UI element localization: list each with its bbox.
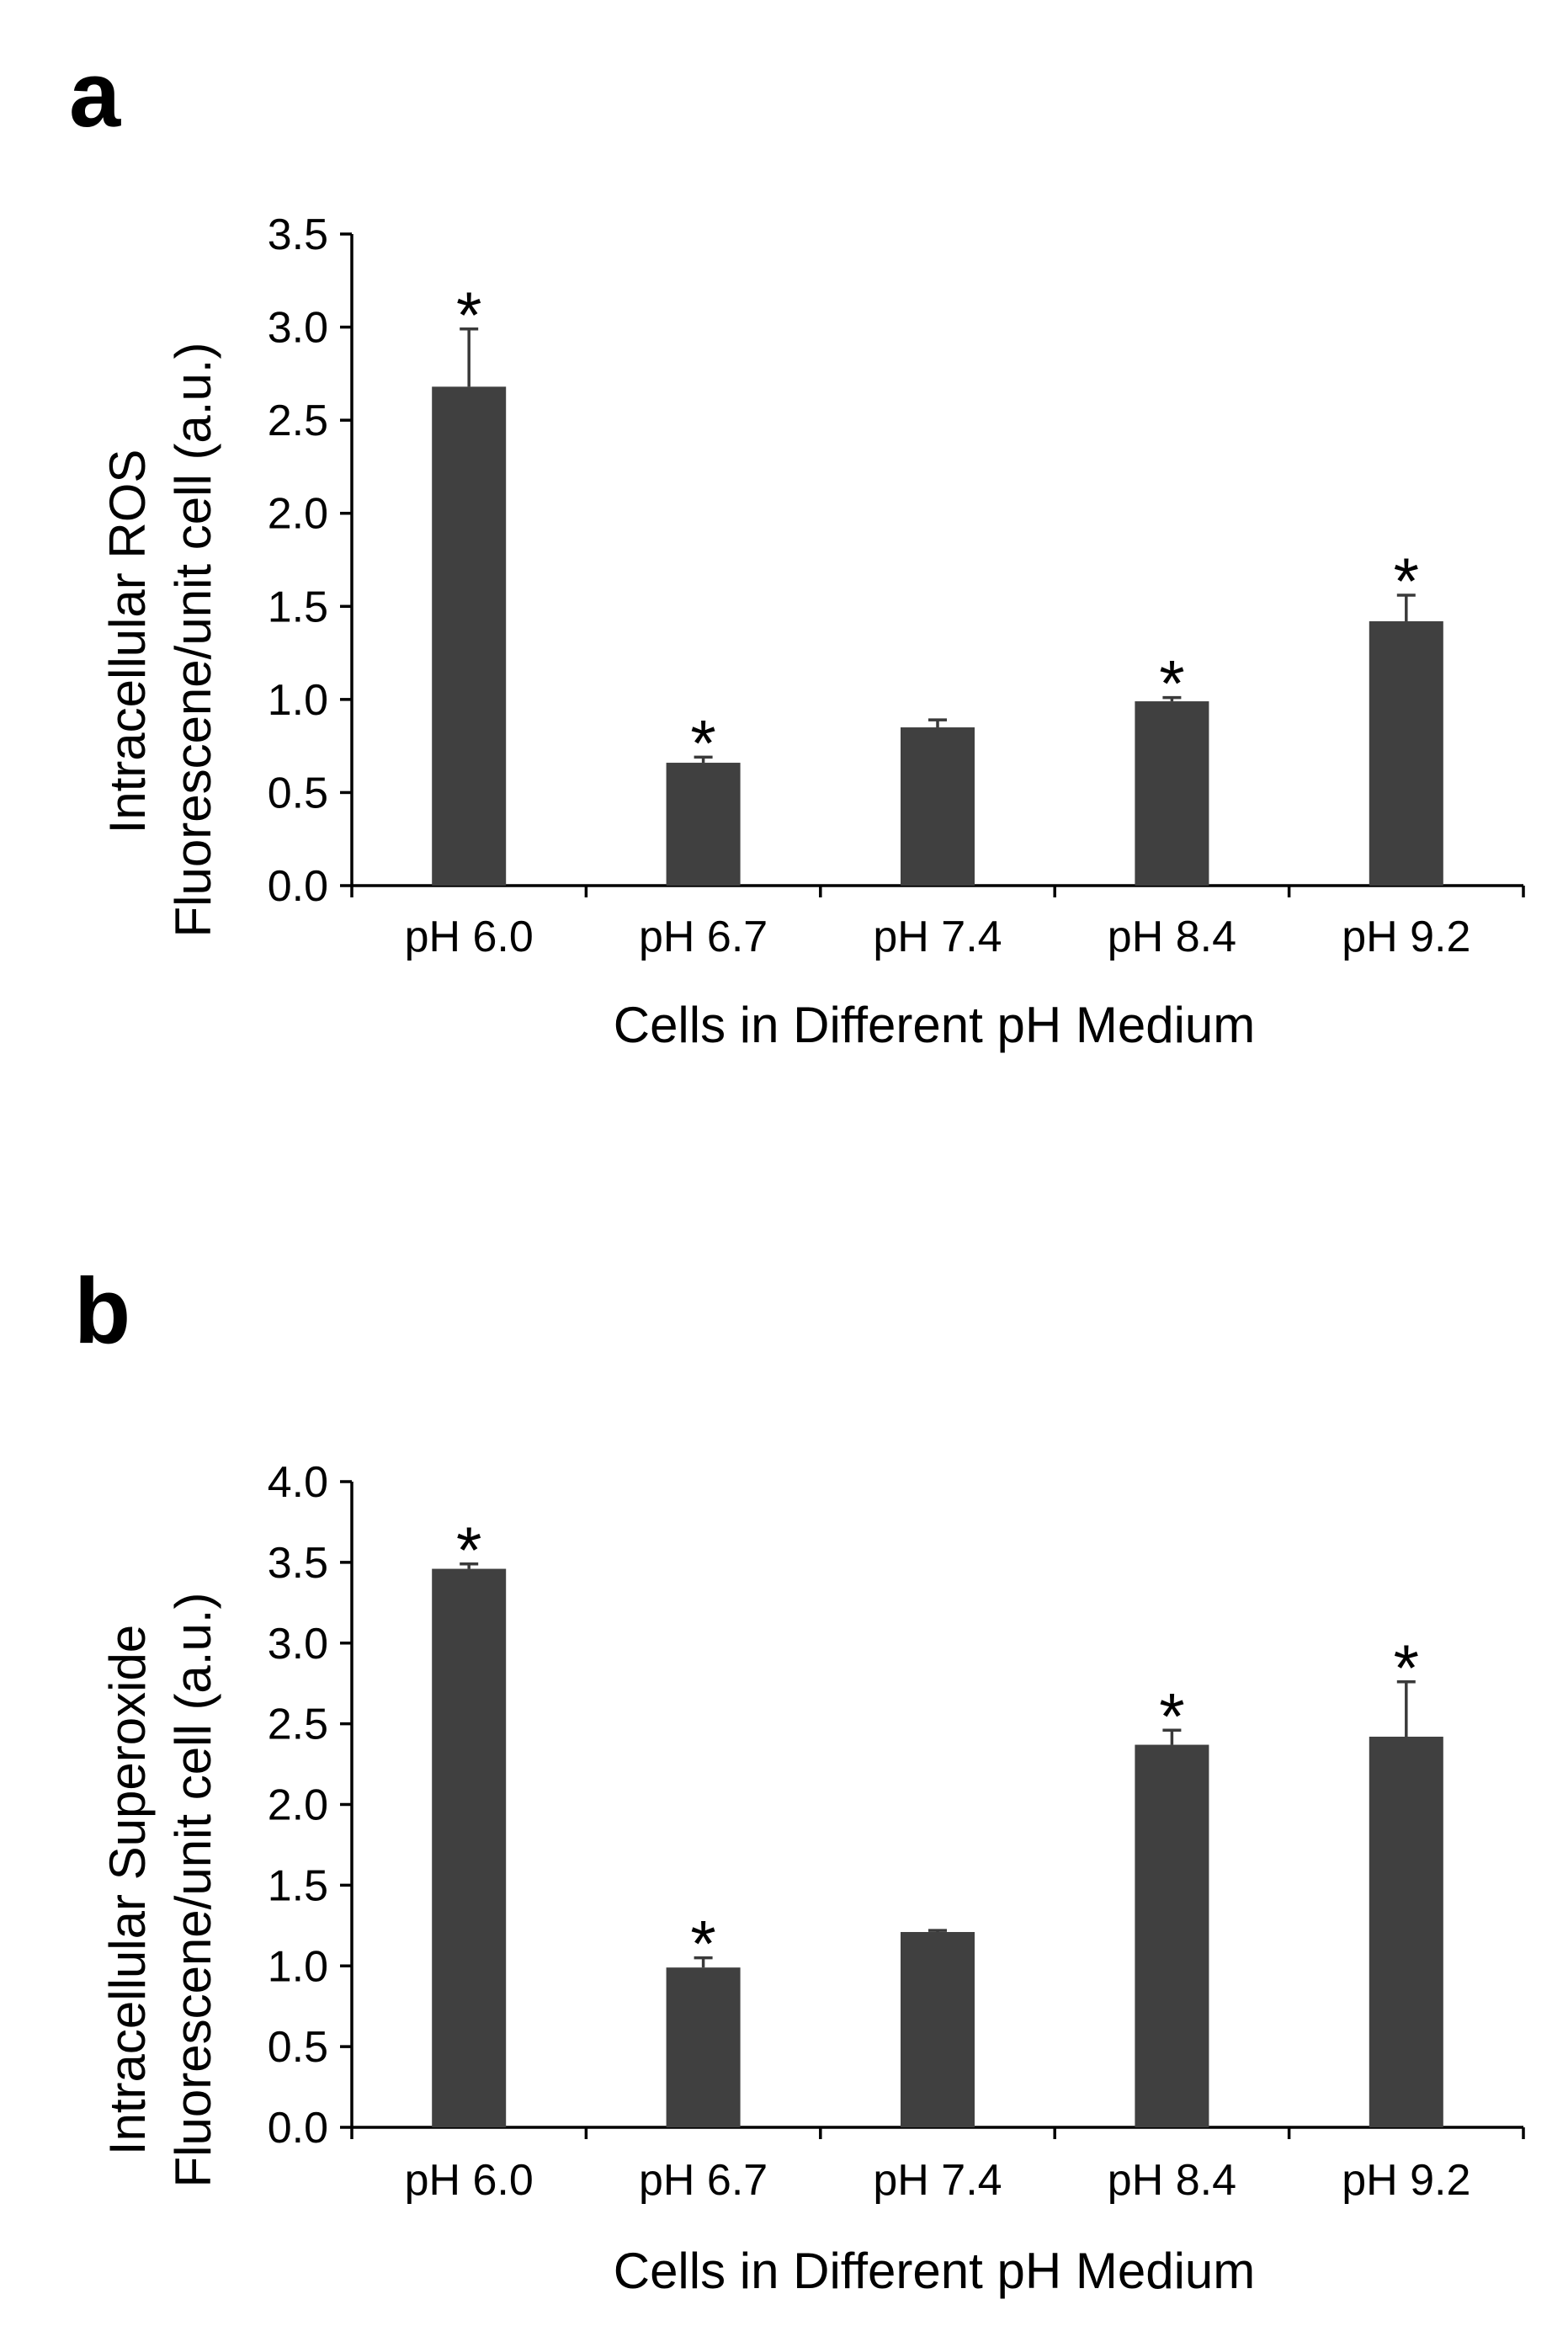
panel-a-x-tick-label: pH 7.4 — [873, 913, 1002, 961]
panel-a-y-tick-label: 0.0 — [268, 862, 328, 911]
panel-b-x-tick-label: pH 8.4 — [1108, 2156, 1236, 2205]
panel-a-bar — [1369, 620, 1443, 886]
panel-a-chart: a 0.0 0.5 1.0 1.5 2.0 2.5 3.0 3.5 * pH 6.0 * pH 6.7… — [69, 43, 1525, 1053]
panel-a-significance-marker: * — [456, 278, 481, 352]
panel-b-label: b — [74, 1259, 130, 1363]
panel-b-y-tick-label: 0.5 — [268, 2023, 328, 2072]
panel-a-y-tick-label: 1.0 — [268, 676, 328, 725]
panel-a-significance-marker: * — [690, 705, 715, 780]
panel-a-y-tick-label: 0.5 — [268, 769, 328, 817]
panel-a-x-tick-label: pH 6.7 — [639, 913, 768, 961]
panel-b-x-tick-label: pH 9.2 — [1342, 2156, 1470, 2205]
panel-a-x-tick-label: pH 9.2 — [1342, 913, 1470, 961]
panel-b-significance-marker: * — [1159, 1679, 1184, 1753]
panel-a-bar — [666, 763, 741, 886]
panel-b-bar — [901, 1931, 975, 2127]
panel-a-y-tick-label: 2.5 — [268, 397, 328, 445]
panel-b-significance-marker: * — [690, 1907, 715, 1981]
panel-b-bar — [432, 1568, 507, 2127]
panel-a-bar — [1135, 701, 1209, 886]
panel-a-y-tick-label: 2.0 — [268, 490, 328, 539]
panel-b-y-tick-label: 1.0 — [268, 1942, 328, 1991]
panel-a-significance-marker: * — [1394, 544, 1419, 618]
panel-a-y-tick-label: 3.0 — [268, 304, 328, 353]
panel-a-bar — [432, 386, 507, 886]
panel-b-chart: b 0.0 0.5 1.0 1.5 2.0 2.5 3.0 3.5 4.0 * pH 6.0 * pH … — [74, 1259, 1525, 2299]
panel-a-y-axis-title-line-1: Intracellular ROS — [99, 450, 156, 834]
panel-b-x-axis-title: Cells in Different pH Medium — [614, 2243, 1256, 2299]
panel-b-y-tick-label: 1.5 — [268, 1861, 328, 1910]
panel-b-significance-marker: * — [456, 1513, 481, 1587]
panel-b-plot-area: 0.0 0.5 1.0 1.5 2.0 2.5 3.0 3.5 4.0 * pH 6.0 * pH 6.… — [268, 1458, 1525, 2205]
panel-a-significance-marker: * — [1159, 647, 1184, 721]
panel-b-y-axis-title-line-1: Intracellular Superoxide — [99, 1625, 156, 2155]
panel-b-y-tick-label: 0.0 — [268, 2104, 328, 2153]
panel-b-y-tick-label: 3.5 — [268, 1539, 328, 1588]
panel-b-x-tick-label: pH 7.4 — [873, 2156, 1002, 2205]
panel-b-y-tick-label: 3.0 — [268, 1620, 328, 1669]
panel-b-y-tick-label: 2.0 — [268, 1781, 328, 1830]
panel-a-y-axis-title-line-2: Fluorescene/unit cell (a.u.) — [165, 343, 221, 938]
panel-b-bar — [666, 1967, 741, 2127]
panel-a-plot-area: 0.0 0.5 1.0 1.5 2.0 2.5 3.0 3.5 * pH 6.0 * pH 6.7 pH… — [268, 210, 1525, 961]
panel-a-x-tick-label: pH 6.0 — [405, 913, 534, 961]
panel-b-y-tick-label: 4.0 — [268, 1458, 328, 1507]
panel-a-y-tick-label: 3.5 — [268, 210, 328, 259]
panel-b-y-tick-label: 2.5 — [268, 1701, 328, 1749]
panel-b-bar — [1369, 1736, 1443, 2127]
panel-a-bar — [901, 727, 975, 886]
panel-b-bar — [1135, 1744, 1209, 2127]
panel-a-y-tick-label: 1.5 — [268, 583, 328, 631]
panel-b-x-tick-label: pH 6.0 — [405, 2156, 534, 2205]
panel-b-y-axis-title-line-2: Fluorescene/unit cell (a.u.) — [165, 1593, 221, 2188]
panel-a-x-tick-label: pH 8.4 — [1108, 913, 1236, 961]
panel-a-x-axis-title: Cells in Different pH Medium — [614, 997, 1256, 1053]
panel-b-significance-marker: * — [1394, 1631, 1419, 1705]
panel-a-label: a — [69, 43, 121, 146]
panel-b-x-tick-label: pH 6.7 — [639, 2156, 768, 2205]
